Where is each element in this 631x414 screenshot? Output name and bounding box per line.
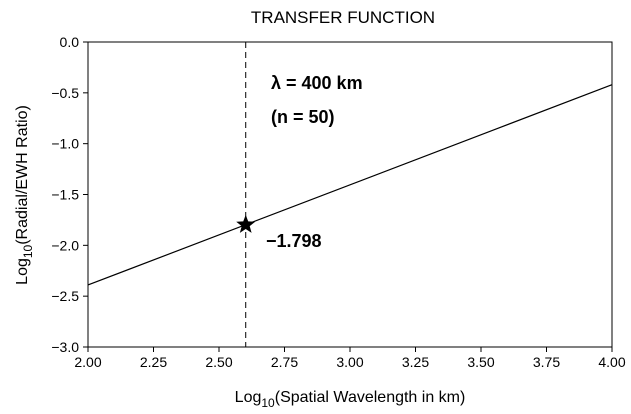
x-tick-label: 3.00 — [336, 354, 363, 370]
transfer-function-line — [87, 84, 613, 286]
x-tick-label: 2.25 — [140, 354, 167, 370]
y-tick-label: −1.0 — [51, 136, 79, 152]
x-tick-label: 4.00 — [598, 354, 625, 370]
y-tick-label: −3.0 — [51, 339, 79, 355]
x-tick-label: 3.25 — [402, 354, 429, 370]
x-tick-label: 2.75 — [271, 354, 298, 370]
x-tick-label: 3.75 — [533, 354, 560, 370]
y-axis-ticks: 0.0 −0.5 −1.0 −1.5 −2.0 −2.5 −3.0 — [51, 34, 88, 355]
x-tick-label: 2.50 — [205, 354, 232, 370]
annotation-value: −1.798 — [266, 231, 322, 251]
y-tick-label: −2.5 — [51, 288, 79, 304]
x-axis-ticks: 2.00 2.25 2.50 2.75 3.00 3.25 3.50 3.75 4.00 — [74, 347, 626, 370]
chart-title: TRANSFER FUNCTION — [251, 8, 435, 27]
annotation-n: (n = 50) — [271, 107, 335, 127]
annotation-lambda: λ = 400 km — [271, 73, 363, 93]
y-tick-label: −2.0 — [51, 237, 79, 253]
y-tick-label: −0.5 — [51, 85, 79, 101]
x-tick-label: 2.00 — [74, 354, 101, 370]
y-tick-label: −1.5 — [51, 187, 79, 203]
y-tick-label: 0.0 — [60, 34, 80, 50]
y-axis-label: Log10(Radial/EWH Ratio) — [14, 105, 35, 285]
x-tick-label: 3.50 — [467, 354, 494, 370]
x-axis-label: Log10(Spatial Wavelength in km) — [235, 389, 466, 410]
star-marker — [236, 214, 256, 233]
